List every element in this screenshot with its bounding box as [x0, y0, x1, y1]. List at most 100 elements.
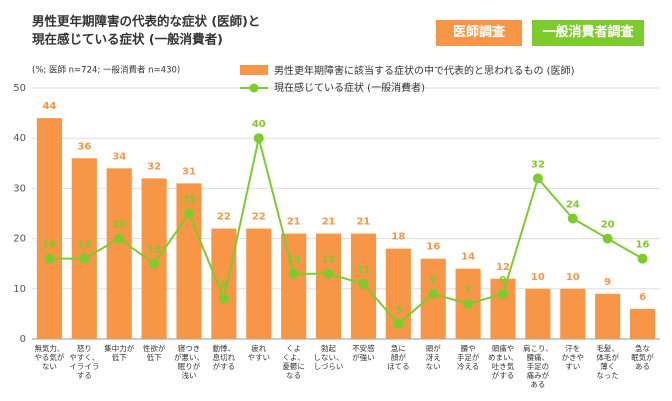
- bar-value-label: 10: [531, 272, 545, 283]
- point-value-label: 16: [77, 240, 91, 251]
- line-point: [498, 288, 508, 299]
- bar-value-label: 12: [496, 262, 510, 273]
- point-value-label: 32: [531, 159, 545, 170]
- x-tick-label: 腰や 手足が 冷える: [456, 344, 480, 371]
- point-value-label: 13: [322, 255, 336, 266]
- line-point: [218, 293, 229, 304]
- bar-value-label: 10: [566, 272, 580, 283]
- bar-value-label: 14: [461, 252, 475, 263]
- point-value-label: 20: [601, 220, 615, 231]
- line-point: [567, 213, 578, 224]
- point-value-label: 16: [636, 240, 650, 251]
- legend-label: 男性更年期障害に該当する症状の中で代表的と思われるもの (医師): [274, 64, 575, 77]
- bar-value-label: 44: [42, 101, 56, 112]
- point-value-label: 15: [147, 245, 161, 256]
- bar: [246, 228, 272, 339]
- y-tick-label: 40: [13, 133, 26, 144]
- bar: [420, 258, 446, 339]
- point-value-label: 3: [395, 305, 402, 316]
- chart-title: 男性更年期障害の代表的な症状 (医師)と: [32, 14, 260, 29]
- line: [49, 137, 644, 326]
- legend-swatch: [249, 83, 259, 93]
- bar-value-label: 22: [252, 212, 266, 223]
- x-tick-label: 寝つき が悪い、 眠りが 浅い: [174, 344, 204, 380]
- bar: [36, 118, 63, 340]
- bar: [629, 308, 656, 339]
- point-value-label: 16: [42, 240, 56, 251]
- bar-value-label: 32: [147, 161, 161, 172]
- legend-label: 現在感じている症状 (一般消費者): [274, 81, 425, 94]
- line-point: [114, 233, 125, 244]
- x-tick-label: 肩こり、 腰痛、 手足の 痛みが ある: [523, 344, 553, 389]
- subtitle: (%; 医師 n=724; 一般消費者 n=430): [32, 65, 180, 76]
- x-tick-label: 怒り やすく、 イライラ する: [69, 344, 100, 380]
- y-tick-label: 0: [20, 334, 26, 345]
- x-tick-label: 急な 眠気が ある: [631, 344, 654, 371]
- x-tick-label: 性欲が 低下: [142, 344, 166, 362]
- x-tick-label: 無気力、 やる気が ない: [34, 344, 65, 371]
- x-tick-label: 頭痛や めまい、 吐き気 がする: [488, 344, 518, 380]
- line-point: [428, 288, 439, 299]
- bar: [106, 168, 132, 339]
- bar: [490, 278, 516, 339]
- x-tick-label: 勃起 しない、 しづらい: [313, 344, 344, 371]
- bar: [525, 288, 551, 339]
- bar-value-label: 36: [77, 141, 91, 152]
- point-value-label: 9: [500, 275, 507, 286]
- bar: [560, 288, 586, 339]
- y-tick-label: 20: [13, 234, 26, 245]
- bar-value-label: 18: [391, 232, 405, 243]
- point-value-label: 7: [465, 285, 472, 296]
- bar-value-label: 21: [287, 217, 301, 228]
- bar-value-label: 31: [182, 166, 196, 177]
- legend-swatch: [240, 65, 268, 75]
- point-value-label: 11: [356, 265, 370, 276]
- x-tick-label: 汗を かきや すい: [561, 344, 585, 371]
- point-value-label: 20: [112, 220, 126, 231]
- line-point: [463, 298, 474, 309]
- bar-value-label: 22: [217, 212, 231, 223]
- bar-value-label: 21: [356, 217, 370, 228]
- x-tick-label: 急に 顔が ほてる: [387, 344, 410, 371]
- point-value-label: 9: [430, 275, 437, 286]
- bar: [281, 233, 307, 339]
- line-point: [358, 278, 369, 289]
- x-tick-label: 集中力が低下: [104, 344, 135, 362]
- x-tick-label: 毛髪、 体毛が 薄く なった: [596, 344, 619, 380]
- point-value-label: 40: [252, 119, 266, 130]
- point-value-label: 8: [220, 280, 227, 291]
- line-point: [253, 133, 264, 144]
- x-tick-label: くよ くよ、 憂鬱に なる: [282, 344, 305, 380]
- line-point: [393, 318, 404, 329]
- bar-value-label: 9: [604, 277, 611, 288]
- chart-title: 現在感じている症状 (一般消費者): [32, 32, 223, 47]
- line-point: [44, 253, 55, 264]
- line-point: [637, 253, 648, 264]
- line-point: [79, 253, 90, 264]
- line-point: [149, 258, 160, 269]
- tab-button[interactable]: 一般消費者調査: [532, 20, 644, 46]
- line-point: [323, 268, 334, 279]
- bar: [141, 178, 167, 339]
- point-value-label: 25: [182, 195, 196, 206]
- point-value-label: 24: [566, 200, 580, 211]
- bar: [595, 293, 621, 339]
- tab-button[interactable]: 医師調査: [436, 20, 522, 46]
- x-tick-label: 頭が 冴え ない: [425, 344, 441, 371]
- line-point: [602, 233, 613, 244]
- bar-value-label: 16: [426, 242, 440, 253]
- point-value-label: 13: [287, 255, 301, 266]
- bar: [71, 158, 97, 339]
- x-tick-label: 動悸、 息切れ がする: [212, 344, 236, 371]
- y-tick-label: 50: [13, 83, 26, 94]
- x-tick-label: 疲れ やすい: [247, 344, 271, 362]
- x-tick-label: 不安感 が強い: [352, 344, 375, 362]
- y-tick-label: 30: [13, 183, 26, 194]
- bar: [211, 228, 237, 339]
- bar-value-label: 6: [639, 292, 646, 303]
- bar: [315, 233, 342, 339]
- line-point: [184, 208, 194, 219]
- y-tick-label: 10: [13, 284, 26, 295]
